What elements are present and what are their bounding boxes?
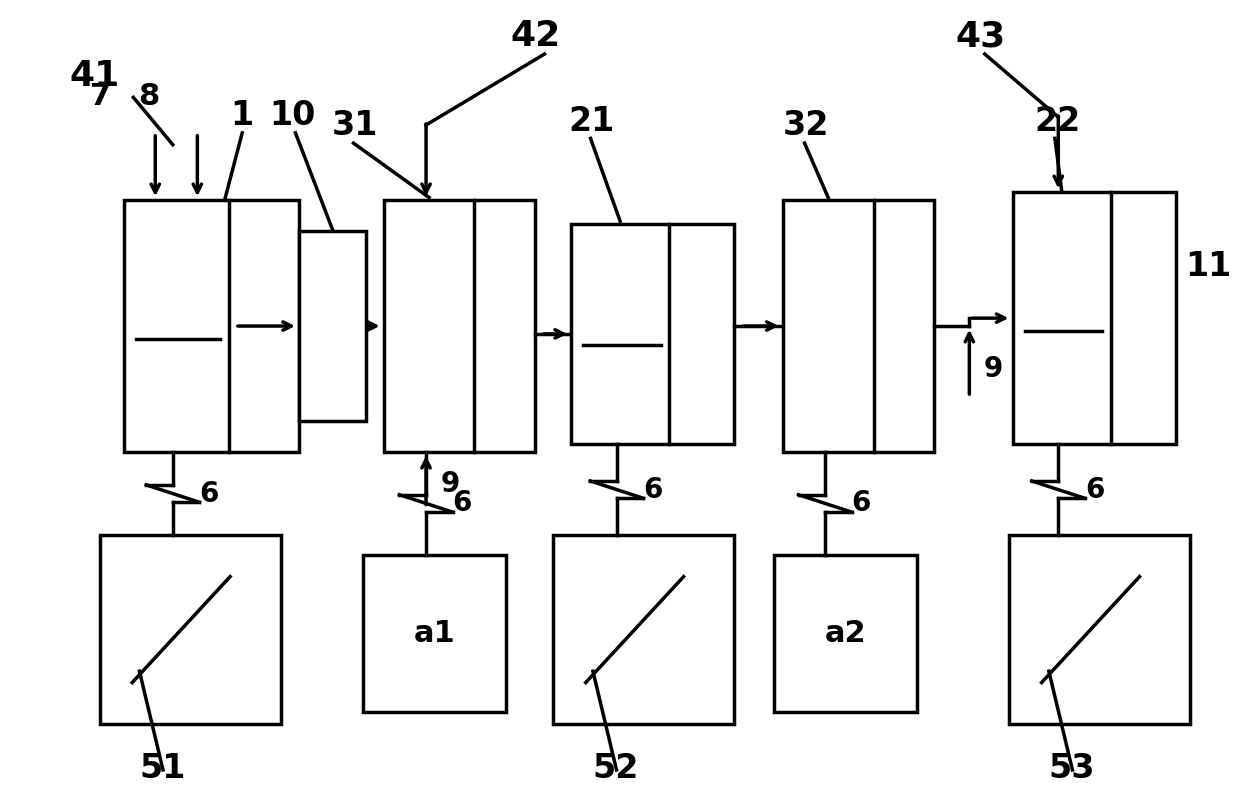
- Bar: [124, 200, 299, 453]
- Bar: [1009, 535, 1190, 724]
- Text: 7: 7: [89, 83, 110, 111]
- Text: 21: 21: [569, 105, 615, 137]
- Text: 8: 8: [138, 83, 160, 111]
- Text: 52: 52: [593, 752, 640, 784]
- Text: 6: 6: [200, 480, 218, 507]
- Text: 51: 51: [139, 752, 186, 784]
- Text: a2: a2: [825, 619, 867, 648]
- Bar: [363, 555, 506, 712]
- Text: 43: 43: [956, 19, 1006, 53]
- Text: 42: 42: [511, 19, 560, 53]
- Text: 6: 6: [644, 476, 663, 503]
- Text: 9: 9: [983, 356, 1003, 384]
- Text: 31: 31: [332, 110, 378, 142]
- Bar: [553, 535, 734, 724]
- Text: 6: 6: [1085, 476, 1105, 503]
- Bar: [572, 224, 734, 445]
- Text: 41: 41: [69, 59, 119, 93]
- Bar: [782, 200, 934, 453]
- Text: 10: 10: [269, 99, 315, 132]
- Text: 6: 6: [453, 489, 472, 518]
- Bar: [774, 555, 918, 712]
- Text: 53: 53: [1049, 752, 1095, 784]
- Text: 11: 11: [1185, 250, 1231, 283]
- Bar: [383, 200, 534, 453]
- Bar: [1013, 192, 1176, 445]
- Bar: [299, 231, 366, 421]
- Text: 9: 9: [440, 470, 460, 498]
- Bar: [99, 535, 281, 724]
- Text: 1: 1: [231, 99, 253, 132]
- Text: 22: 22: [1034, 105, 1080, 137]
- Text: 6: 6: [852, 489, 872, 518]
- Text: a1: a1: [414, 619, 455, 648]
- Text: 32: 32: [782, 110, 830, 142]
